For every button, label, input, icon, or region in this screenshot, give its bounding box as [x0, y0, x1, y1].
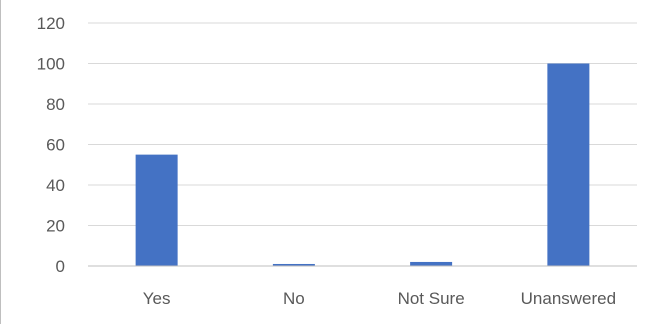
bar-not-sure: [410, 261, 453, 266]
y-tick-label: 60: [46, 136, 65, 155]
y-tick-label: 80: [46, 95, 65, 114]
y-tick-label: 100: [37, 55, 65, 74]
x-tick-label: No: [283, 289, 305, 308]
bar-unanswered: [547, 63, 590, 266]
x-tick-label: Unanswered: [521, 289, 616, 308]
x-tick-label: Yes: [143, 289, 171, 308]
y-tick-label: 20: [46, 217, 65, 236]
bar-yes: [135, 154, 178, 266]
y-tick-label: 0: [56, 257, 65, 276]
bar-no: [272, 263, 315, 266]
x-axis-labels: Yes No Not Sure Unanswered: [143, 289, 616, 308]
x-tick-label: Not Sure: [398, 289, 465, 308]
bars: [135, 63, 590, 266]
y-axis-ticks: 0 20 40 60 80 100 120: [37, 14, 65, 276]
y-tick-label: 40: [46, 176, 65, 195]
gridlines: [88, 22, 637, 226]
y-tick-label: 120: [37, 14, 65, 33]
